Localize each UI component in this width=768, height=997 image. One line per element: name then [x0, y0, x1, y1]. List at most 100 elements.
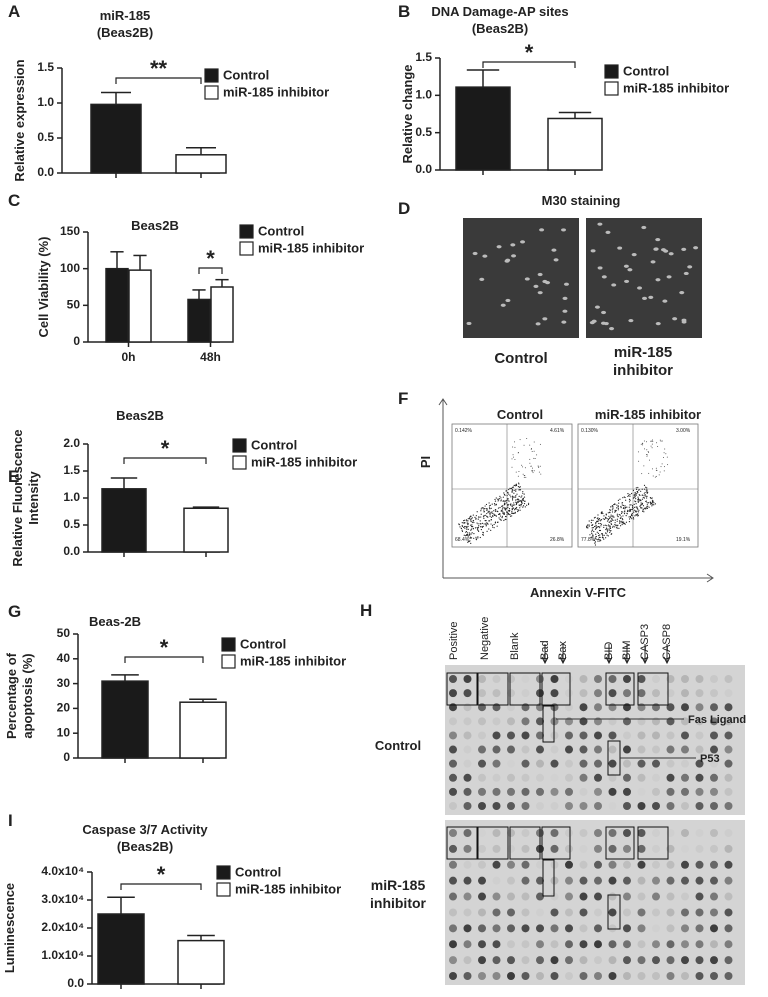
- spot: [463, 689, 472, 698]
- spot: [579, 829, 588, 837]
- spot: [536, 892, 544, 901]
- event: [630, 514, 633, 517]
- event: [624, 508, 626, 510]
- legend-label: Control: [258, 223, 304, 238]
- spot: [507, 860, 515, 869]
- spot: [492, 924, 501, 933]
- event: [499, 506, 501, 509]
- spot: [449, 972, 457, 980]
- event: [611, 504, 613, 507]
- spot: [652, 829, 660, 837]
- event: [519, 439, 521, 441]
- event: [522, 505, 525, 507]
- panel-title: M30 staining: [542, 193, 621, 208]
- spot: [521, 787, 530, 796]
- event: [634, 510, 637, 512]
- event: [651, 497, 653, 499]
- event: [606, 534, 608, 536]
- spot: [449, 759, 457, 768]
- spot: [681, 745, 689, 754]
- spot-box: [542, 705, 555, 743]
- spot: [652, 844, 660, 853]
- event: [640, 503, 642, 506]
- spot: [449, 731, 457, 740]
- event: [517, 498, 519, 500]
- event: [470, 529, 472, 531]
- event: [594, 541, 597, 543]
- spot: [608, 787, 617, 796]
- event: [664, 448, 666, 450]
- event: [475, 518, 477, 520]
- event: [531, 469, 533, 471]
- event: [519, 507, 521, 509]
- event: [488, 507, 491, 509]
- spot: [724, 689, 733, 698]
- bar: [455, 86, 511, 171]
- spot: [666, 940, 675, 949]
- spot: [492, 717, 501, 726]
- legend-label: miR-185 inhibitor: [251, 454, 357, 469]
- event: [470, 528, 473, 530]
- event: [651, 439, 653, 441]
- event: [635, 487, 637, 489]
- event: [643, 497, 646, 499]
- spot: [463, 759, 472, 768]
- spot: [666, 860, 675, 869]
- spot: [492, 745, 501, 754]
- event: [461, 529, 463, 531]
- event: [488, 510, 490, 512]
- event: [606, 520, 609, 522]
- event: [599, 520, 601, 522]
- event: [663, 456, 665, 458]
- event: [511, 512, 513, 515]
- event: [610, 530, 612, 532]
- event: [652, 440, 654, 442]
- spot: [637, 876, 646, 885]
- cell: [623, 264, 629, 268]
- column-label: Positive: [448, 621, 460, 660]
- spot: [637, 703, 646, 712]
- spot: [565, 787, 573, 796]
- event: [476, 511, 478, 513]
- event: [639, 505, 641, 507]
- event: [532, 470, 534, 472]
- event: [591, 527, 593, 529]
- spot: [478, 844, 486, 853]
- event: [616, 515, 619, 517]
- spot: [724, 860, 733, 869]
- spot: [710, 773, 718, 782]
- event: [591, 529, 594, 531]
- event: [529, 458, 531, 460]
- event: [621, 517, 623, 520]
- event: [605, 528, 607, 531]
- event: [643, 493, 645, 495]
- event: [622, 519, 624, 521]
- y-tick-label: 4.0x10⁴: [41, 864, 84, 878]
- spot: [637, 844, 646, 853]
- event: [611, 509, 613, 511]
- event: [471, 532, 473, 534]
- event: [520, 504, 522, 506]
- event: [490, 529, 492, 531]
- event: [518, 499, 520, 501]
- event: [531, 451, 533, 453]
- event: [641, 507, 643, 509]
- cell: [511, 254, 517, 258]
- event: [641, 498, 644, 500]
- event: [518, 500, 520, 502]
- event: [534, 458, 536, 460]
- event: [628, 518, 631, 520]
- event: [650, 440, 652, 442]
- spot: [637, 956, 646, 965]
- event: [503, 519, 505, 522]
- spot: [449, 703, 457, 712]
- spot: [507, 787, 515, 796]
- event: [501, 509, 504, 511]
- event: [513, 484, 515, 487]
- event: [511, 458, 513, 460]
- event: [488, 520, 490, 522]
- legend-swatch: [232, 438, 247, 453]
- event: [618, 502, 620, 504]
- event: [512, 495, 514, 498]
- event: [627, 493, 629, 495]
